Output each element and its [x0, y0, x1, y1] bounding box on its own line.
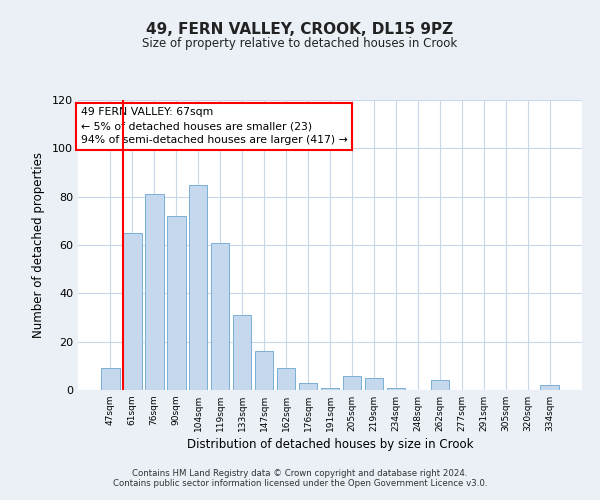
Bar	[123, 233, 142, 390]
Text: 49, FERN VALLEY, CROOK, DL15 9PZ: 49, FERN VALLEY, CROOK, DL15 9PZ	[146, 22, 454, 38]
Bar	[343, 376, 361, 390]
Bar	[299, 383, 317, 390]
Bar	[386, 388, 405, 390]
Bar	[211, 242, 229, 390]
Bar	[365, 378, 383, 390]
Bar	[101, 368, 119, 390]
Bar	[145, 194, 164, 390]
Text: 49 FERN VALLEY: 67sqm
← 5% of detached houses are smaller (23)
94% of semi-detac: 49 FERN VALLEY: 67sqm ← 5% of detached h…	[80, 108, 347, 146]
Text: Contains public sector information licensed under the Open Government Licence v3: Contains public sector information licen…	[113, 479, 487, 488]
Bar	[167, 216, 185, 390]
X-axis label: Distribution of detached houses by size in Crook: Distribution of detached houses by size …	[187, 438, 473, 451]
Y-axis label: Number of detached properties: Number of detached properties	[32, 152, 45, 338]
Bar	[189, 184, 208, 390]
Text: Size of property relative to detached houses in Crook: Size of property relative to detached ho…	[142, 38, 458, 51]
Bar	[320, 388, 340, 390]
Bar	[541, 385, 559, 390]
Text: Contains HM Land Registry data © Crown copyright and database right 2024.: Contains HM Land Registry data © Crown c…	[132, 469, 468, 478]
Bar	[431, 380, 449, 390]
Bar	[233, 315, 251, 390]
Bar	[255, 352, 274, 390]
Bar	[277, 368, 295, 390]
